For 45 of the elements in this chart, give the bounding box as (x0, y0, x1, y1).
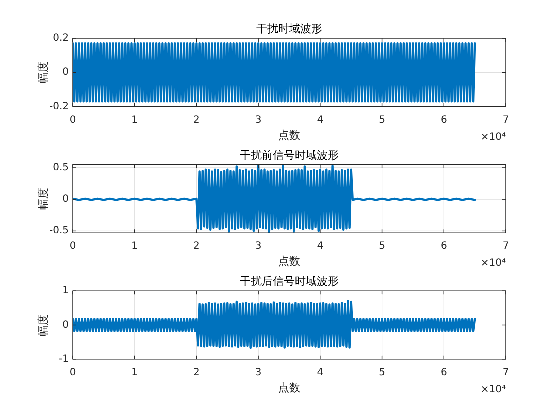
x-tick-label: 0 (70, 241, 76, 252)
y-tick-label: 1 (62, 286, 69, 297)
y-tick-label: 0 (62, 67, 69, 78)
x-tick-label: 1 (132, 241, 138, 252)
y-tick-label: -0.5 (49, 226, 69, 237)
x-tick-label: 3 (255, 114, 262, 126)
x-tick-label: 7 (502, 241, 510, 252)
y-tick-label: 0.2 (53, 33, 69, 44)
text: ×10⁴ (480, 132, 506, 143)
x-tick-label: 4 (317, 367, 324, 378)
text: ×10⁴ (480, 384, 506, 396)
x-tick-label: 2 (194, 367, 200, 378)
x-tick-label: 4 (317, 114, 324, 126)
x-tick-label: 6 (440, 367, 448, 378)
x-tick-label: 4 (317, 241, 324, 252)
x-tick-label: 1 (132, 114, 138, 126)
text: ×10⁴ (480, 258, 506, 270)
x-tick-label: 7 (502, 367, 510, 378)
x-tick-label: 5 (379, 367, 386, 378)
x-tick-label: 0 (70, 367, 76, 378)
chart-title: 干扰时域波形 (256, 22, 322, 36)
y-tick-label: 0 (62, 194, 69, 206)
y-tick-label: 0 (62, 320, 69, 331)
y-axis-title: 幅度 (37, 314, 50, 336)
y-tick-label: 0.5 (53, 162, 69, 174)
x-tick-label: 0 (70, 114, 76, 126)
x-tick-label: 6 (440, 241, 448, 252)
x-axis-title: 点数 (278, 128, 300, 142)
y-tick-label: -0.2 (49, 101, 69, 112)
x-tick-label: 2 (194, 114, 200, 126)
chart-title: 干扰后信号时域波形 (240, 275, 339, 288)
x-tick-label: 5 (379, 114, 386, 126)
x-tick-label: 2 (194, 241, 200, 252)
x-tick-label: 5 (379, 241, 386, 252)
x-axis-title: 点数 (278, 255, 300, 268)
x-tick-label: 7 (502, 114, 510, 126)
y-tick-label: -1 (59, 354, 69, 365)
y-axis-title: 幅度 (37, 62, 50, 84)
x-tick-label: 1 (132, 367, 138, 378)
y-axis-title: 幅度 (37, 188, 50, 210)
x-tick-label: 6 (440, 114, 448, 126)
chart-title: 干扰前信号时域波形 (240, 148, 339, 162)
x-tick-label: 3 (255, 367, 262, 378)
x-axis-title: 点数 (278, 381, 300, 394)
x-tick-label: 3 (255, 241, 262, 252)
